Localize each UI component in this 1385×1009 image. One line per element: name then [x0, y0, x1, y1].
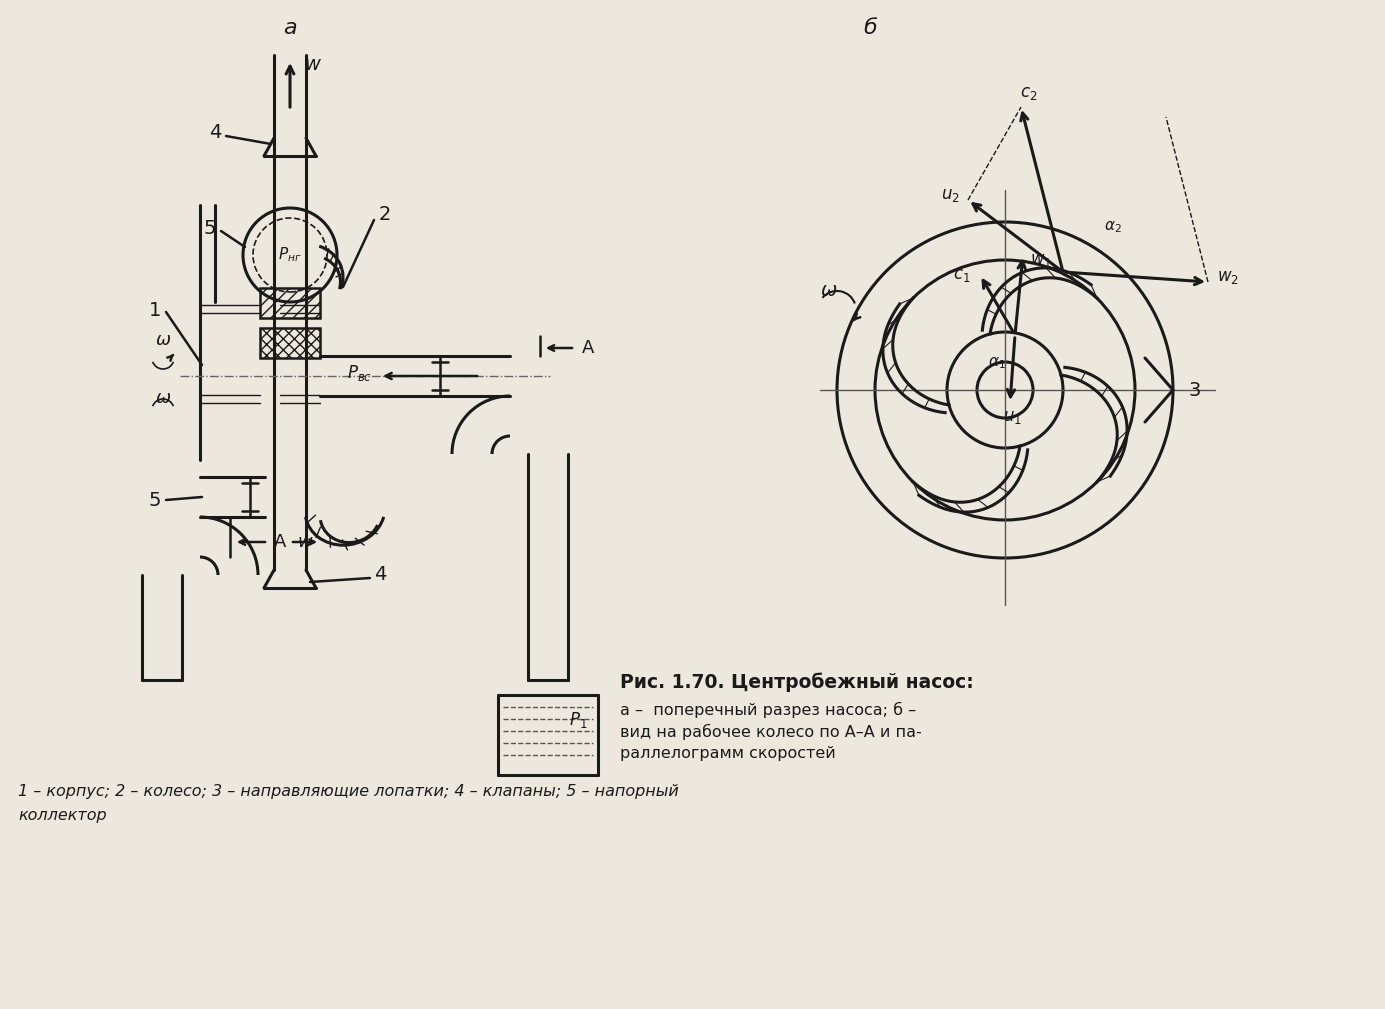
Text: $\alpha_1$: $\alpha_1$ — [988, 355, 1006, 371]
Text: вид на рабочее колесо по А–А и па-: вид на рабочее колесо по А–А и па- — [620, 724, 922, 741]
Text: A: A — [582, 339, 594, 357]
Text: $u_2$: $u_2$ — [940, 186, 960, 204]
Text: 1 – корпус; 2 – колесо; 3 – направляющие лопатки; 4 – клапаны; 5 – напорный: 1 – корпус; 2 – колесо; 3 – направляющие… — [18, 784, 679, 799]
Text: $P_{вс}$: $P_{вс}$ — [348, 363, 373, 383]
Text: 4: 4 — [209, 123, 222, 142]
Text: $w_2$: $w_2$ — [1217, 268, 1240, 286]
Text: раллелограмм скоростей: раллелограмм скоростей — [620, 746, 835, 761]
Text: 5: 5 — [148, 490, 161, 510]
Text: $c_1$: $c_1$ — [953, 266, 971, 284]
Text: A: A — [274, 533, 287, 551]
Text: 4: 4 — [374, 565, 386, 584]
Text: 3: 3 — [1188, 380, 1201, 400]
Text: $w_1$: $w_1$ — [1030, 251, 1053, 269]
Text: w: w — [298, 533, 313, 551]
Text: 5: 5 — [204, 219, 216, 237]
Text: $u_1$: $u_1$ — [1003, 408, 1022, 426]
Text: w: w — [303, 55, 320, 75]
Text: $\alpha_2$: $\alpha_2$ — [1104, 219, 1122, 235]
Text: $c_2$: $c_2$ — [1021, 84, 1037, 102]
Text: 1: 1 — [148, 301, 161, 320]
Bar — [260, 328, 320, 358]
Text: б: б — [863, 18, 877, 38]
Text: $P_1$: $P_1$ — [569, 710, 587, 730]
Text: $P_{нг}$: $P_{нг}$ — [278, 245, 302, 264]
Text: коллектор: коллектор — [18, 808, 107, 823]
Text: 2: 2 — [379, 206, 391, 224]
Text: а –  поперечный разрез насоса; б –: а – поперечный разрез насоса; б – — [620, 702, 915, 718]
Text: ω: ω — [155, 389, 170, 407]
Bar — [260, 288, 320, 318]
Text: ω: ω — [155, 331, 170, 349]
Text: ω: ω — [821, 281, 837, 300]
Text: Рис. 1.70. Центробежный насос:: Рис. 1.70. Центробежный насос: — [620, 672, 974, 691]
Text: a: a — [283, 18, 296, 38]
